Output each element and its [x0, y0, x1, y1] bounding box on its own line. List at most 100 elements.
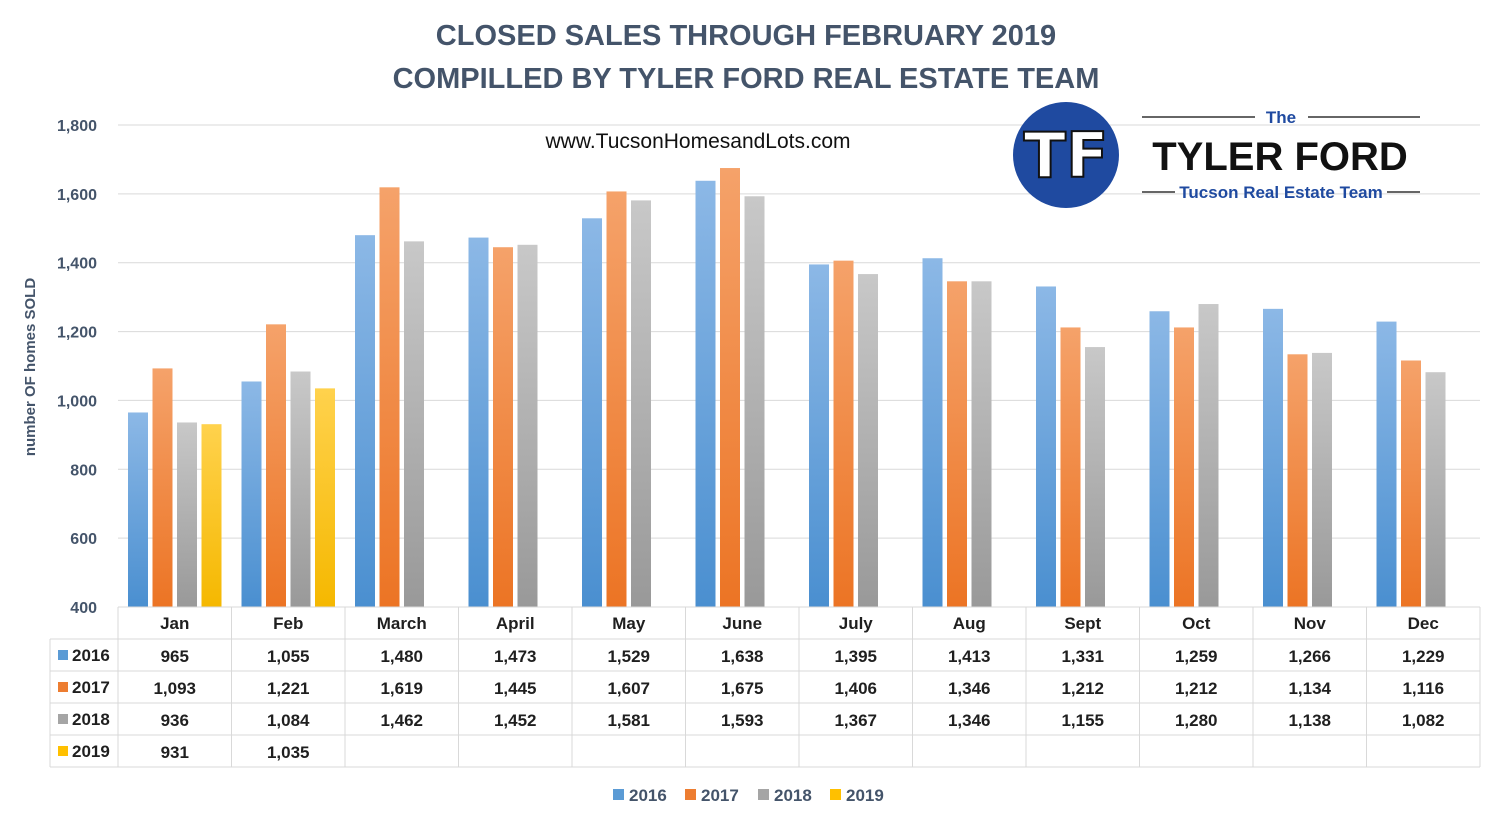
category-label: Nov — [1294, 614, 1327, 633]
y-tick-label: 1,600 — [57, 187, 97, 204]
table-series-name: 2016 — [72, 646, 110, 665]
bar-2016-May — [582, 218, 602, 607]
bar-2018-Nov — [1312, 352, 1332, 607]
data-label: 1,212 — [1175, 679, 1218, 698]
logo-subtitle: Tucson Real Estate Team — [1179, 183, 1382, 202]
category-label: May — [612, 614, 646, 633]
data-table: Jan Feb March April May June July Aug Sept Oct Nov… — [49, 606, 1481, 768]
category-label: Sept — [1064, 614, 1101, 633]
data-label: 1,093 — [153, 679, 196, 698]
chart-title: CLOSED SALES THROUGH FEBRUARY 2019 — [436, 20, 1056, 52]
bar-2018-Oct — [1198, 304, 1219, 607]
category-label: March — [377, 614, 427, 633]
bar-2017-Feb — [266, 324, 286, 607]
data-label: 1,116 — [1402, 679, 1444, 698]
bar-2018-Aug — [971, 281, 992, 607]
data-label: 1,675 — [721, 679, 764, 698]
bar-2016-Nov — [1263, 308, 1283, 607]
bar-2017-Oct — [1174, 327, 1194, 607]
table-series-name: 2017 — [72, 678, 110, 697]
data-label: 1,280 — [1175, 711, 1218, 730]
table-key-swatch — [58, 714, 68, 724]
legend-label: 2018 — [774, 786, 812, 805]
data-label: 1,367 — [834, 711, 877, 730]
data-label: 1,406 — [834, 679, 877, 698]
data-label: 1,529 — [607, 647, 650, 666]
data-label: 1,134 — [1288, 679, 1331, 698]
data-label: 1,395 — [834, 647, 877, 666]
data-label: 1,445 — [494, 679, 537, 698]
category-label: Dec — [1408, 614, 1439, 633]
bar-2016-Feb — [241, 381, 262, 607]
data-label: 1,084 — [267, 711, 310, 730]
data-label: 1,266 — [1288, 647, 1331, 666]
y-axis-label: number OF homes SOLD — [22, 278, 39, 457]
logo-name: TYLER FORD — [1152, 135, 1408, 179]
data-label: 1,138 — [1288, 711, 1331, 730]
y-tick-label: 1,200 — [57, 325, 97, 342]
legend-label: 2016 — [629, 786, 667, 805]
data-label: 1,413 — [948, 647, 991, 666]
bar-2017-Jan — [152, 368, 173, 607]
legend-swatch — [758, 789, 769, 800]
website-url: www.TucsonHomesandLots.com — [544, 130, 850, 153]
bar-2017-Dec — [1401, 360, 1421, 607]
data-label: 1,480 — [380, 647, 423, 666]
y-tick-label: 600 — [70, 531, 97, 548]
y-axis-ticks: 400 600 800 1,000 1,200 1,400 1,600 1,800 — [57, 118, 97, 617]
legend-swatch — [685, 789, 696, 800]
logo-the: The — [1266, 108, 1296, 127]
y-tick-label: 1,400 — [57, 256, 97, 273]
logo-circle-icon — [1013, 102, 1119, 208]
bar-2018-Jan — [177, 422, 197, 607]
category-label: Jan — [160, 614, 189, 633]
y-tick-label: 800 — [70, 462, 97, 479]
data-label: 1,607 — [607, 679, 650, 698]
data-label: 1,462 — [380, 711, 423, 730]
category-label: Oct — [1182, 614, 1211, 633]
bar-2016-July — [809, 264, 829, 607]
legend-swatch — [830, 789, 841, 800]
bar-2018-July — [858, 274, 878, 607]
bar-2016-Dec — [1376, 321, 1397, 607]
bar-2019-Feb — [315, 388, 335, 607]
data-label: 931 — [161, 743, 189, 762]
chart-subtitle: COMPILLED BY TYLER FORD REAL ESTATE TEAM — [393, 63, 1100, 95]
table-series-name: 2019 — [72, 742, 110, 761]
data-label: 1,055 — [267, 647, 310, 666]
legend-label: 2017 — [701, 786, 739, 805]
bar-2019-Jan — [201, 424, 222, 607]
bar-2018-March — [404, 241, 424, 607]
data-label: 1,473 — [494, 647, 537, 666]
y-tick-label: 1,000 — [57, 393, 97, 410]
table-series-name: 2018 — [72, 710, 110, 729]
y-tick-label: 1,800 — [57, 118, 97, 135]
data-label: 1,259 — [1175, 647, 1218, 666]
tyler-ford-logo: TF The TYLER FORD Tucson Real Estate Tea… — [1013, 102, 1420, 208]
bar-2017-April — [493, 247, 513, 607]
bar-2017-Nov — [1287, 354, 1308, 607]
data-label: 1,346 — [948, 711, 991, 730]
data-label: 1,581 — [607, 711, 650, 730]
bar-2016-Aug — [922, 258, 943, 607]
bar-2016-Oct — [1149, 311, 1170, 607]
bar-2017-Sept — [1060, 327, 1081, 607]
data-label: 1,035 — [267, 743, 310, 762]
y-tick-label: 400 — [70, 600, 97, 617]
data-label: 1,221 — [267, 679, 310, 698]
category-label: Aug — [953, 614, 986, 633]
bar-2018-April — [517, 244, 538, 607]
data-label: 1,593 — [721, 711, 764, 730]
table-key-swatch — [58, 746, 68, 756]
table-key-swatch — [58, 650, 68, 660]
bar-2017-March — [379, 187, 400, 607]
bar-2016-Sept — [1036, 286, 1056, 607]
data-label: 1,331 — [1061, 647, 1104, 666]
logo-monogram: TF — [1024, 119, 1109, 192]
bar-2017-June — [720, 168, 740, 608]
bar-2016-April — [468, 237, 489, 607]
data-label: 1,229 — [1402, 647, 1445, 666]
legend: 2016 2017 2018 2019 — [613, 786, 884, 805]
bar-2016-June — [695, 180, 716, 607]
